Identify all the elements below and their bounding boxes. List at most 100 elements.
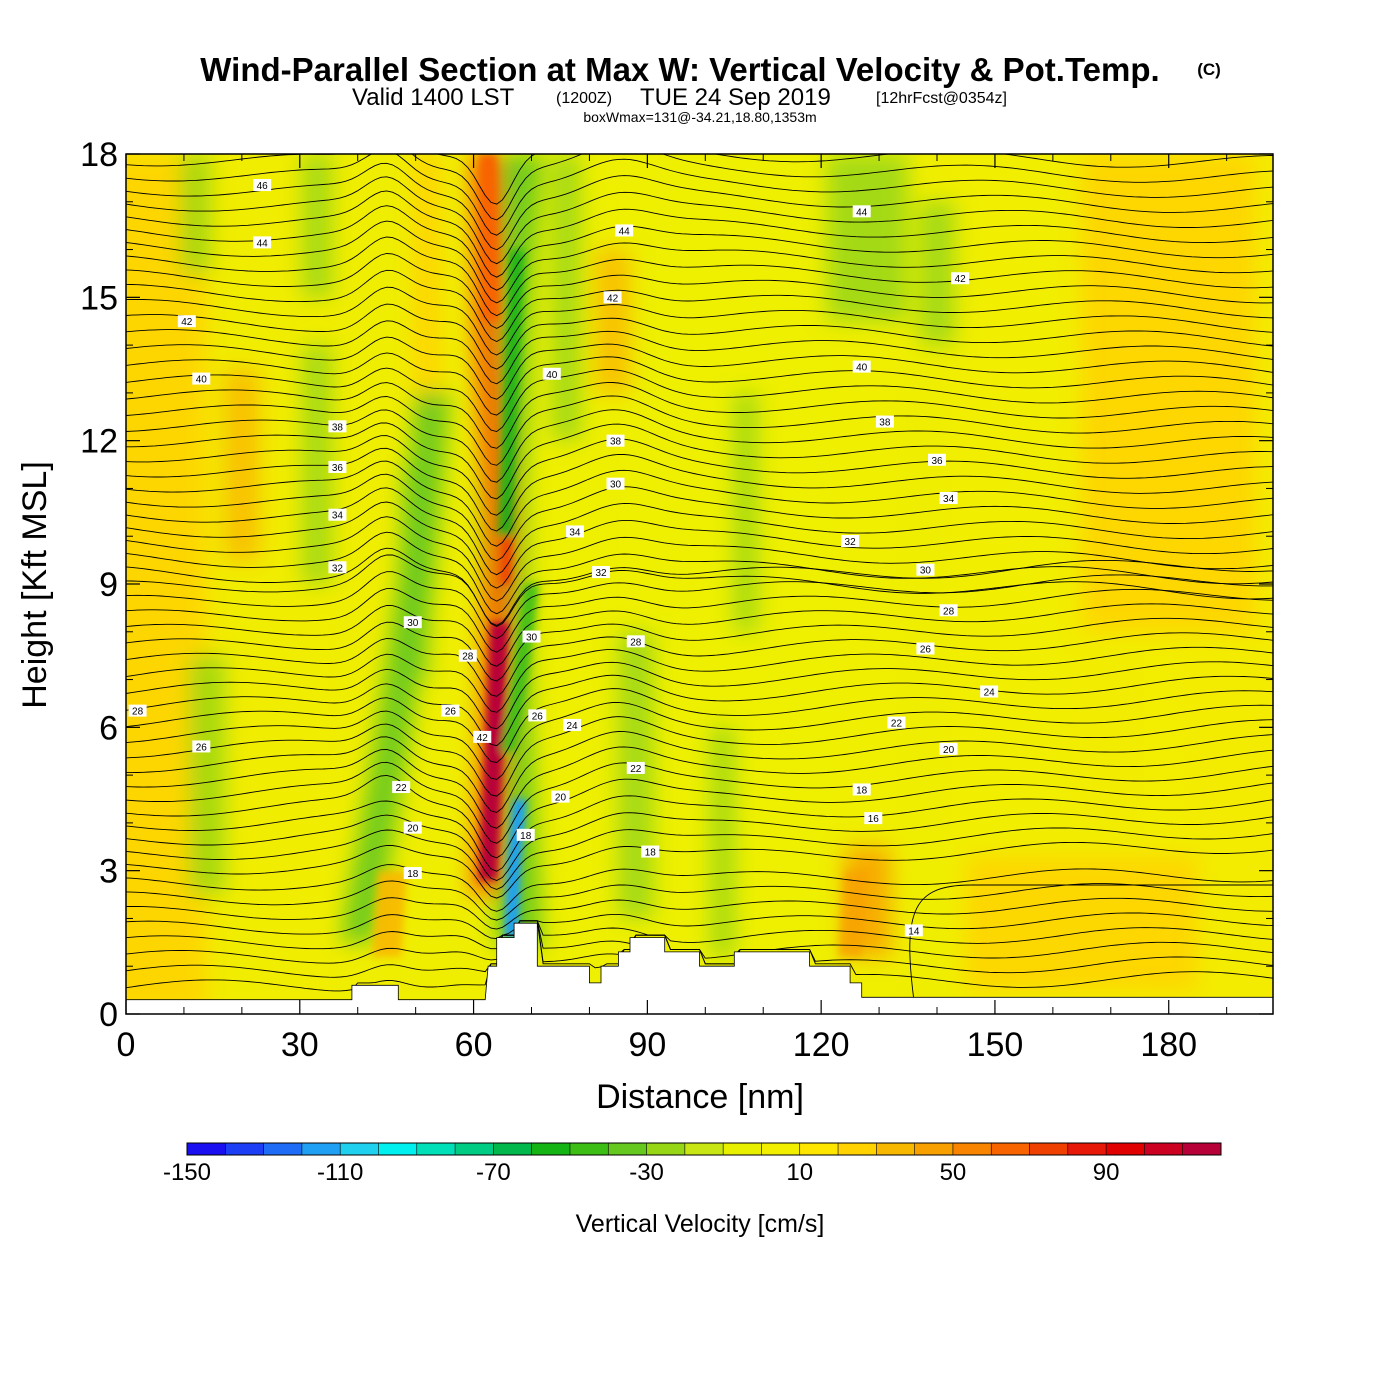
- theta-contour-line: [126, 661, 1273, 730]
- colorbar-swatch: [416, 1143, 456, 1155]
- contour-label: 36: [928, 453, 947, 467]
- contour-label: 30: [916, 563, 935, 577]
- field-stripe: [919, 201, 955, 346]
- contour-label: 34: [328, 508, 347, 522]
- contour-label-text: 24: [984, 688, 996, 699]
- contour-label-text: 14: [908, 926, 920, 937]
- contour-label-text: 28: [630, 637, 642, 648]
- y-tick-label: 18: [80, 136, 118, 174]
- x-tick-label: 60: [455, 1026, 493, 1064]
- chart-title: Wind-Parallel Section at Max W: Vertical…: [200, 51, 1159, 88]
- contour-label-box: [253, 236, 272, 249]
- plot-area: 46 44 44 44 42 42 42 40 40 40 38 38 38 36 36 34 34 34 32 32…: [126, 154, 1273, 1014]
- contour-label-text: 46: [257, 181, 269, 192]
- x-tick-label: 120: [793, 1026, 850, 1064]
- contour-label-box: [328, 508, 347, 521]
- theta-contour-line: [126, 516, 1273, 602]
- theta-contour-line: [126, 422, 1273, 500]
- colorbar-swatch: [646, 1143, 686, 1155]
- theta-contour-line: [126, 236, 1273, 317]
- theta-contour-line: [126, 841, 1273, 899]
- contour-label-text: 32: [845, 537, 857, 548]
- theta-contour-line: [126, 501, 1273, 589]
- colorbar-swatch: [225, 1143, 265, 1155]
- contour-label-text: 38: [610, 437, 622, 448]
- contour-label: 28: [458, 649, 477, 663]
- colorbar-swatch: [914, 1143, 954, 1155]
- contour-label-text: 34: [332, 511, 344, 522]
- colorbar-tick-label: -110: [317, 1159, 363, 1186]
- field-stripe: [734, 392, 758, 632]
- contour-label: 28: [939, 604, 958, 617]
- theta-contour-line: [126, 269, 1273, 343]
- contour-label-text: 42: [181, 317, 193, 328]
- contour-label: 22: [626, 761, 645, 775]
- contour-label-box: [606, 434, 625, 447]
- contour-label-text: 30: [920, 566, 932, 577]
- colorbar: -150 -110 -70 -30 10 50 90: [163, 1142, 1222, 1186]
- contour-label-box: [606, 477, 625, 490]
- contour-label-text: 26: [445, 707, 457, 718]
- contour-label-box: [928, 453, 947, 466]
- contour-label: 22: [887, 716, 906, 730]
- contour-label: 20: [939, 742, 958, 756]
- contour-label-text: 18: [856, 785, 868, 796]
- contour-label-box: [458, 649, 477, 662]
- contour-label-text: 18: [645, 848, 657, 859]
- contour-label-text: 18: [407, 869, 419, 880]
- subtitle-forecast: [12hrFcst@0354z]: [876, 90, 1007, 107]
- contour-label-box: [841, 535, 860, 547]
- contour-label-box: [328, 460, 347, 473]
- contour-label-text: 28: [943, 606, 955, 617]
- colorbar-swatch: [608, 1143, 648, 1155]
- theta-contour-line: [126, 286, 1273, 356]
- theta-contour-line: [126, 731, 1273, 813]
- field-stripe: [181, 154, 210, 274]
- contour-label-text: 42: [477, 733, 489, 744]
- contour-label-text: 42: [607, 293, 619, 304]
- contour-label-text: 32: [332, 563, 344, 574]
- theta-contour-line: [126, 827, 1273, 890]
- theta-contour-line: [126, 205, 1273, 291]
- y-axis-label: Height [Kft MSL]: [16, 461, 54, 709]
- subtitle-utc: (1200Z): [556, 90, 612, 107]
- theta-contour-line: [126, 746, 1273, 829]
- colorbar-swatch: [263, 1143, 303, 1155]
- contour-label-box: [328, 420, 347, 433]
- contour-label: 30: [522, 630, 541, 644]
- x-tick-label: 150: [967, 1026, 1024, 1064]
- contour-label-box: [852, 783, 871, 796]
- theta-contour-line: [126, 336, 1273, 400]
- contour-label-box: [626, 635, 645, 648]
- contour-label: 24: [980, 685, 999, 699]
- x-tick-label: 0: [117, 1026, 136, 1064]
- subtitle-valid: Valid 1400 LST: [352, 84, 515, 111]
- contour-label: 16: [864, 812, 883, 825]
- contour-label-text: 22: [630, 764, 642, 775]
- contour-label-text: 44: [856, 207, 868, 218]
- colorbar-tick-label: -150: [163, 1159, 211, 1186]
- theta-contour-line: [126, 920, 1273, 950]
- contour-label-box: [939, 492, 958, 504]
- theta-contour-line: [126, 487, 1273, 576]
- contour-label: 20: [551, 790, 570, 804]
- contour-label-box: [542, 367, 561, 380]
- contour-label-text: 36: [931, 456, 943, 467]
- theta-contour-line: [126, 303, 1273, 370]
- contour-label-text: 22: [891, 719, 903, 730]
- field-plume: [479, 154, 500, 322]
- contour-label: 42: [177, 315, 196, 328]
- contour-label-box: [328, 561, 347, 574]
- contour-label-text: 16: [868, 814, 880, 825]
- contour-label-box: [916, 563, 935, 576]
- colorbar-swatch: [1144, 1143, 1184, 1155]
- terrain: [126, 923, 1273, 1014]
- colorbar-tick-label: 90: [1093, 1159, 1120, 1186]
- contour-label: 22: [392, 781, 411, 794]
- y-tick-label: 9: [99, 566, 118, 604]
- colorbar-swatch: [531, 1143, 571, 1155]
- contour-label: 38: [875, 415, 894, 429]
- copyright-mark: (C): [1197, 60, 1221, 79]
- x-tick-label: 180: [1140, 1026, 1197, 1064]
- contour-label-text: 40: [856, 363, 868, 374]
